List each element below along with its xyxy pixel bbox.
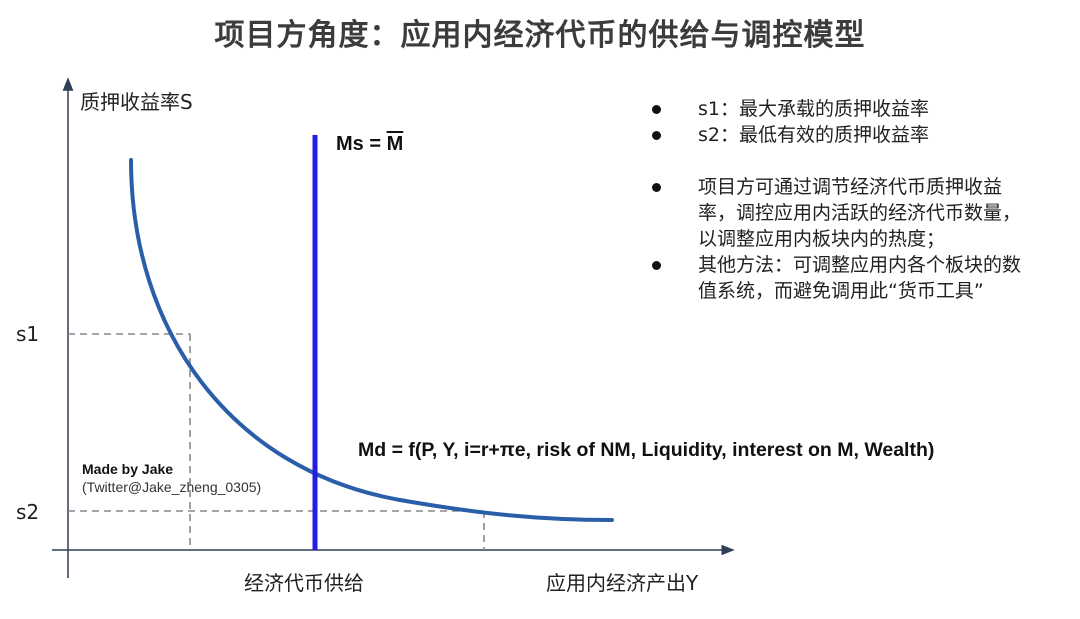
x-tick-label: 经济代币供给	[244, 571, 364, 595]
note-text: 其他方法：可调整应用内各个板块的数值系统，而避免调用此“货币工具”	[698, 254, 1022, 302]
note-item: 项目方可通过调节经济代币质押收益率，调控应用内活跃的经济代币数量，以调整应用内板…	[648, 174, 1068, 252]
supply-line-label-prefix: Ms =	[336, 133, 387, 155]
y-axis-label: 质押收益率S	[80, 90, 193, 114]
author-handle: (Twitter@Jake_zheng_0305)	[82, 479, 262, 495]
note-item: 其他方法：可调整应用内各个板块的数值系统，而避免调用此“货币工具”	[648, 252, 1068, 304]
s2-label: s2	[16, 500, 40, 524]
x-axis-label: 应用内经济产出Y	[546, 571, 699, 595]
author-credit: Made by Jake (Twitter@Jake_zheng_0305)	[82, 461, 261, 495]
note-item: s2：最低有效的质押收益率	[648, 122, 1068, 148]
notes-list: s1：最大承载的质押收益率 s2：最低有效的质押收益率 项目方可通过调节经济代币…	[648, 96, 1068, 304]
s1-label: s1	[16, 322, 40, 346]
supply-line-label: Ms = M	[336, 133, 403, 156]
demand-curve	[129, 158, 614, 522]
bullet-icon	[652, 261, 661, 270]
page-title: 项目方角度：应用内经济代币的供给与调控模型	[214, 18, 866, 53]
demand-curve-label: Md = f(P, Y, i=r+πe, risk of NM, Liquidi…	[358, 439, 935, 461]
supply-line-label-symbol: M	[386, 133, 404, 155]
bullet-icon	[652, 183, 661, 192]
bullet-icon	[652, 105, 661, 114]
author-name: Made by Jake	[82, 461, 174, 477]
bullet-icon	[652, 131, 661, 140]
note-text: 项目方可通过调节经济代币质押收益率，调控应用内活跃的经济代币数量，以调整应用内板…	[698, 176, 1022, 250]
note-text: s2：最低有效的质押收益率	[698, 124, 929, 146]
note-text: s1：最大承载的质押收益率	[698, 98, 929, 120]
note-item: s1：最大承载的质押收益率	[648, 96, 1068, 122]
